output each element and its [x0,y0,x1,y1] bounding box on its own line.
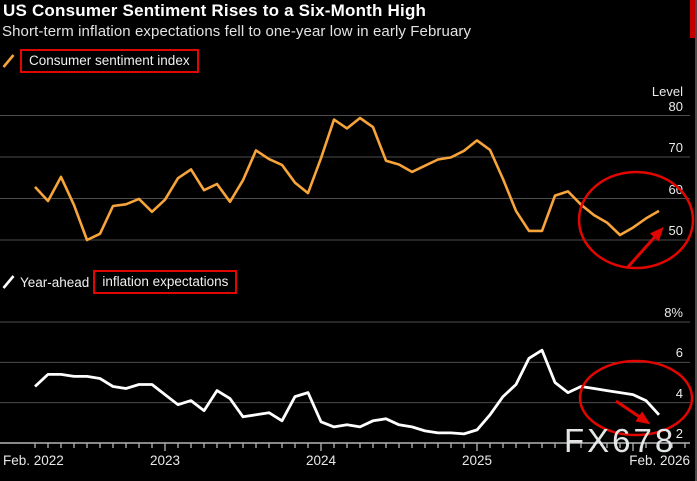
y-tick-label: 6 [675,345,683,361]
sentiment-series-line [34,116,660,242]
x-axis-label-year: 2024 [305,453,337,468]
legend-label-inflation-expectations: inflation expectations [93,270,238,294]
sentiment-line-legend-icon [2,54,15,68]
page-title: US Consumer Sentiment Rises to a Six-Mon… [3,1,427,20]
sentiment-up-arrow-icon [625,227,664,270]
page-subtitle: Short-term inflation expectations fell t… [2,23,472,40]
top-right-red-edge [690,0,695,38]
y-tick-label: 70 [668,140,683,155]
x-axis-label-year: 2023 [149,453,181,468]
x-axis-label-end: Feb. 2026 [629,453,690,468]
y-tick-label: 2 [675,426,683,441]
legend-inflation-expectations: Year-ahead inflation expectations [2,270,238,294]
legend-consumer-sentiment: Consumer sentiment index [2,49,199,73]
legend-label-year-ahead: Year-ahead [20,274,90,290]
inflation-down-arrow-icon [615,399,651,425]
y-axis-title-level: Level [651,84,683,99]
y-tick-label: 8% [664,304,683,320]
x-axis-label-year: 2025 [461,453,493,468]
y-tick-label: 80 [668,98,683,114]
legend-label-consumer-sentiment: Consumer sentiment index [20,49,199,73]
x-axis-label-start: Feb. 2022 [3,453,64,468]
y-tick-label: 50 [668,223,683,238]
y-tick-label: 4 [675,385,683,401]
y-tick-label: 60 [668,181,683,197]
watermark-text: FX678 [564,422,677,459]
inflation-line-legend-icon [2,275,15,289]
